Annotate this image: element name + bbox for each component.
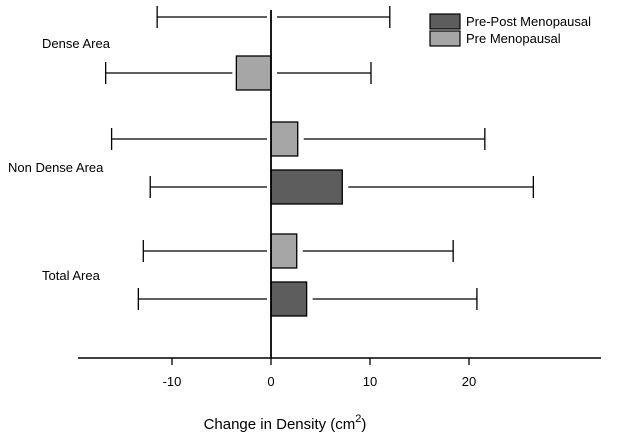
- x-axis-title: Change in Density (cm2): [204, 413, 367, 433]
- bar: [235, 55, 272, 91]
- bar: [270, 169, 343, 205]
- x-axis-title-superscript: 2: [355, 413, 361, 425]
- x-axis: -10 0 10 20: [78, 357, 601, 389]
- x-tick-label: 0: [267, 374, 274, 389]
- x-axis-title-text: Change in Density (cm: [204, 416, 356, 433]
- x-tick-label: 20: [462, 374, 476, 389]
- bar: [270, 121, 299, 157]
- bar: [270, 281, 308, 317]
- x-tick-label: 10: [363, 374, 377, 389]
- x-axis-title-close: ): [361, 416, 366, 433]
- legend: Pre-Post Menopausal Pre Menopausal: [429, 13, 591, 47]
- bar: [270, 233, 298, 269]
- legend-label: Pre Menopausal: [466, 31, 561, 46]
- category-label: Non Dense Area: [8, 160, 104, 175]
- legend-label: Pre-Post Menopausal: [466, 14, 591, 29]
- legend-swatch: [429, 30, 461, 47]
- legend-swatch: [429, 13, 461, 30]
- chart-marks: Dense Area Non Dense Area Total Area: [8, 6, 534, 358]
- category-label: Total Area: [42, 268, 101, 283]
- category-label: Dense Area: [42, 36, 111, 51]
- x-tick-label: -10: [163, 374, 182, 389]
